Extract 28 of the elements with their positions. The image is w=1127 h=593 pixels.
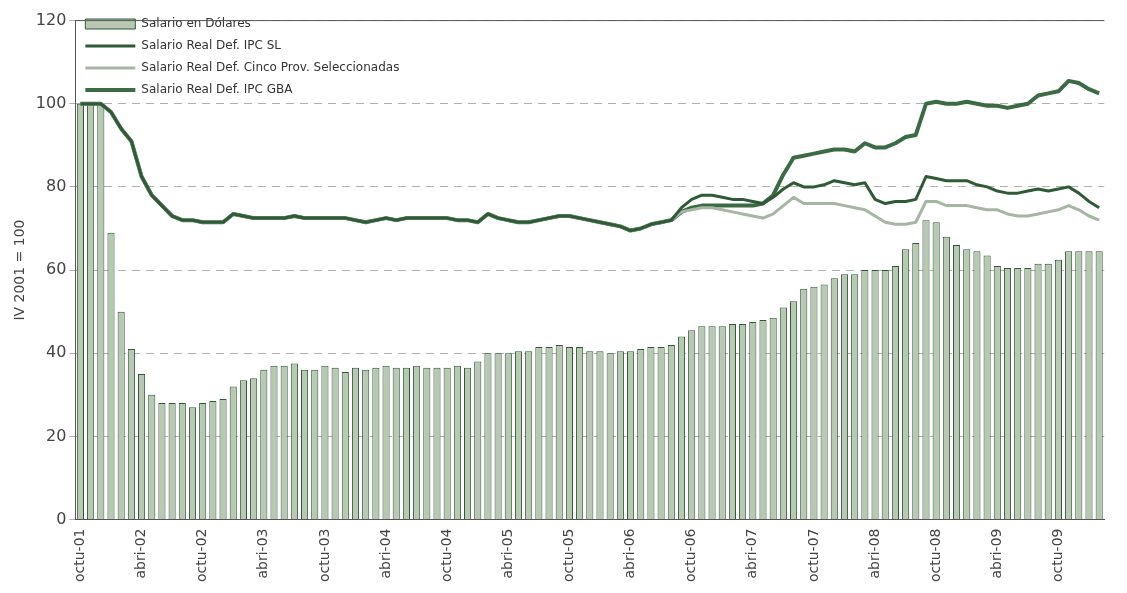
y-tick-label: 0 <box>56 508 67 528</box>
legend-label: Salario Real Def. IPC SL <box>141 38 282 53</box>
y-tick-label: 60 <box>45 259 67 279</box>
x-tick-label: abri-02 <box>132 528 149 579</box>
y-axis-title: IV 2001 = 100 <box>11 219 28 321</box>
x-tick-label: abri-04 <box>376 528 393 579</box>
x-tick-label: octu-01 <box>71 528 88 583</box>
x-tick-label: octu-04 <box>437 528 454 583</box>
x-tick-label: octu-08 <box>926 528 943 583</box>
y-tick-label: 120 <box>35 9 67 29</box>
x-tick-label: abri-08 <box>865 528 882 579</box>
x-tick-label: abri-07 <box>743 528 760 579</box>
y-tick-label: 80 <box>45 176 67 196</box>
y-tick-label: 20 <box>45 425 67 445</box>
y-tick-label: 100 <box>35 92 67 112</box>
x-tick-label: octu-05 <box>560 528 577 583</box>
x-tick-label: octu-02 <box>193 528 210 583</box>
y-tick-label: 40 <box>45 342 67 362</box>
legend-label: Salario Real Def. Cinco Prov. Seleccionadas <box>141 60 400 75</box>
x-tick-label: octu-09 <box>1049 528 1066 583</box>
x-tick-label: abri-05 <box>498 528 515 579</box>
x-tick-label: abri-03 <box>254 528 271 579</box>
x-tick-label: octu-07 <box>804 528 821 583</box>
x-tick-label: abri-09 <box>987 528 1004 579</box>
legend-label: Salario Real Def. IPC GBA <box>141 82 294 97</box>
x-tick-label: octu-03 <box>315 528 332 583</box>
x-tick-label: abri-06 <box>621 528 638 579</box>
x-tick-label: octu-06 <box>682 528 699 583</box>
